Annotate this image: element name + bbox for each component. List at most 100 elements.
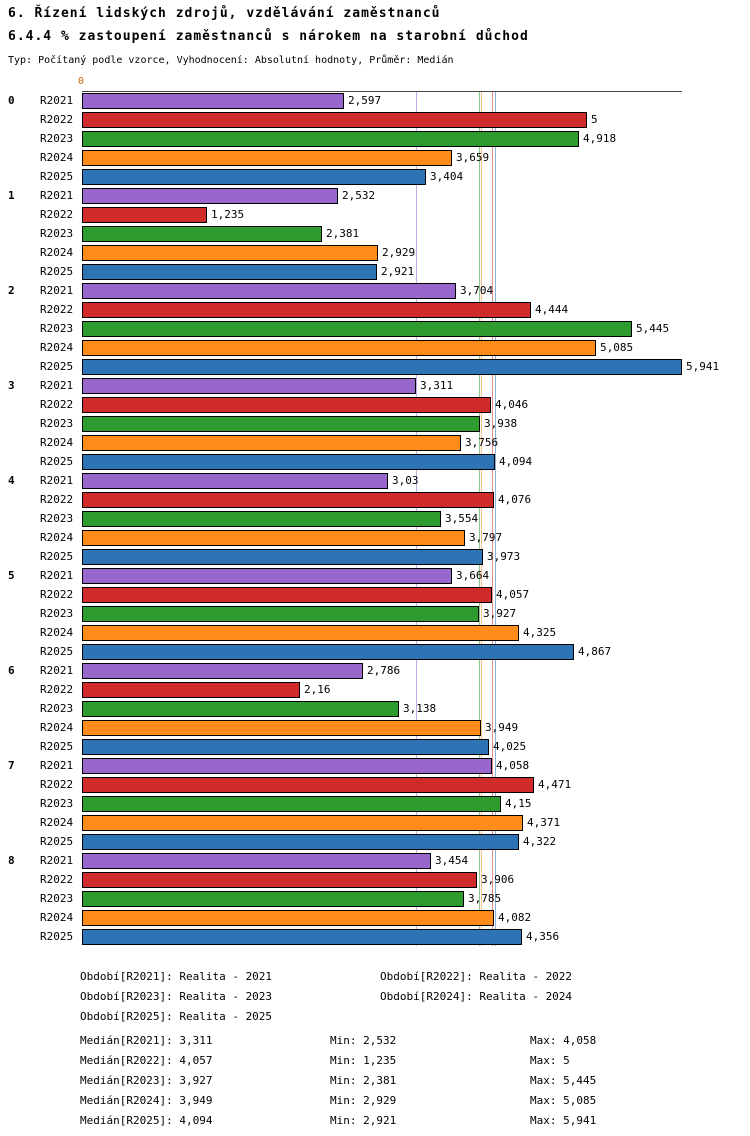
bar-row: R2025 2,921	[0, 262, 750, 281]
bar-r2025-group-6	[82, 738, 489, 755]
bar-r2024-group-1	[82, 244, 378, 261]
bar-value-label: 4,325	[523, 626, 557, 639]
bar-row: R2023 2,381	[0, 224, 750, 243]
bar-row: 4 R2021 3,03	[0, 471, 750, 490]
bar-value-label: 3,785	[468, 892, 502, 905]
bar-value-label: 3,03	[392, 474, 419, 487]
bar-value-label: 2,929	[382, 246, 416, 259]
bar-r2022-group-7	[82, 776, 534, 793]
bar-track: 4,356	[82, 927, 750, 946]
bar-track: 2,929	[82, 243, 750, 262]
bar-track: 4,058	[82, 756, 750, 775]
series-label: R2024	[40, 531, 74, 544]
bar-value-label: 5,445	[636, 322, 670, 335]
series-label: R2025	[40, 170, 74, 183]
legend: Období[R2021]: Realita - 2021 Období[R20…	[0, 968, 750, 1028]
bar-value-label: 4,094	[499, 455, 533, 468]
bar-value-label: 4,058	[496, 759, 530, 772]
bar-value-label: 4,082	[498, 911, 532, 924]
bar-track: 2,597	[82, 91, 750, 110]
series-label: R2021	[40, 474, 74, 487]
bar-r2021-group-8	[82, 852, 431, 869]
stat-max-r2022: Max: 5	[530, 1054, 570, 1067]
bar-value-label: 3,927	[483, 607, 517, 620]
bar-row: R2025 4,322	[0, 832, 750, 851]
bar-row: 7 R2021 4,058	[0, 756, 750, 775]
bar-track: 5,445	[82, 319, 750, 338]
bar-row: 2 R2021 3,704	[0, 281, 750, 300]
series-label: R2021	[40, 379, 74, 392]
bar-track: 3,938	[82, 414, 750, 433]
bar-track: 4,15	[82, 794, 750, 813]
bar-r2022-group-8	[82, 871, 477, 888]
stat-min-r2021: Min: 2,532	[330, 1034, 397, 1047]
bar-value-label: 2,786	[367, 664, 401, 677]
series-label: R2024	[40, 816, 74, 829]
series-label: R2022	[40, 493, 74, 506]
bar-track: 3,927	[82, 604, 750, 623]
report-header: 6. Řízení lidských zdrojů, vzdělávání za…	[0, 0, 750, 67]
bar-value-label: 3,949	[485, 721, 519, 734]
bar-row: R2025 5,941	[0, 357, 750, 376]
stats-summary: Medián[R2021]: 3,311 Min: 2,532 Max: 4,0…	[0, 1032, 750, 1132]
bar-value-label: 3,659	[456, 151, 490, 164]
bar-value-label: 4,867	[578, 645, 612, 658]
bar-value-label: 3,311	[420, 379, 454, 392]
series-label: R2021	[40, 854, 74, 867]
bar-track: 2,786	[82, 661, 750, 680]
category-label: 5	[8, 569, 15, 582]
median-line-r2023	[478, 91, 480, 946]
bar-row: R2025 4,867	[0, 642, 750, 661]
bar-track: 3,311	[82, 376, 750, 395]
x-axis-line	[82, 91, 682, 92]
bar-track: 4,322	[82, 832, 750, 851]
series-label: R2025	[40, 455, 74, 468]
series-label: R2022	[40, 208, 74, 221]
series-label: R2022	[40, 398, 74, 411]
stat-min-r2022: Min: 1,235	[330, 1054, 397, 1067]
bar-r2023-group-7	[82, 795, 501, 812]
series-label: R2024	[40, 151, 74, 164]
bar-group-3: 3 R2021 3,311 R2022 4,046 R2023 3,938 R2024 3,75…	[0, 376, 750, 471]
bar-row: R2025 4,025	[0, 737, 750, 756]
bar-r2025-group-4	[82, 548, 483, 565]
legend-row: Období[R2023]: Realita - 2023 Období[R20…	[0, 988, 750, 1008]
series-label: R2022	[40, 683, 74, 696]
stats-row: Medián[R2025]: 4,094 Min: 2,921 Max: 5,9…	[0, 1112, 750, 1132]
stat-max-r2023: Max: 5,445	[530, 1074, 597, 1087]
legend-item-r2025: Období[R2025]: Realita - 2025	[80, 1010, 273, 1023]
bar-track: 5,941	[82, 357, 750, 376]
series-label: R2025	[40, 645, 74, 658]
bar-track: 4,867	[82, 642, 750, 661]
series-label: R2024	[40, 246, 74, 259]
stat-min-r2023: Min: 2,381	[330, 1074, 397, 1087]
series-label: R2022	[40, 778, 74, 791]
stat-max-r2021: Max: 4,058	[530, 1034, 597, 1047]
bar-value-label: 3,664	[456, 569, 490, 582]
bar-track: 3,973	[82, 547, 750, 566]
bar-track: 2,381	[82, 224, 750, 243]
bar-value-label: 3,756	[465, 436, 499, 449]
series-label: R2023	[40, 322, 74, 335]
bar-r2025-group-7	[82, 833, 519, 850]
bar-value-label: 4,918	[583, 132, 617, 145]
stats-row: Medián[R2022]: 4,057 Min: 1,235 Max: 5	[0, 1052, 750, 1072]
bar-value-label: 2,921	[381, 265, 415, 278]
bar-group-6: 6 R2021 2,786 R2022 2,16 R2023 3,138 R2024 3,949…	[0, 661, 750, 756]
bar-row: R2024 2,929	[0, 243, 750, 262]
bar-r2022-group-6	[82, 681, 300, 698]
category-label: 6	[8, 664, 15, 677]
bar-value-label: 3,138	[403, 702, 437, 715]
bar-track: 3,138	[82, 699, 750, 718]
bar-r2021-group-4	[82, 472, 388, 489]
median-line-r2022	[491, 91, 493, 946]
bar-r2021-group-2	[82, 282, 456, 299]
bar-row: 0 R2021 2,597	[0, 91, 750, 110]
bar-value-label: 3,906	[481, 873, 515, 886]
series-label: R2025	[40, 740, 74, 753]
series-label: R2022	[40, 873, 74, 886]
bar-row: R2023 3,138	[0, 699, 750, 718]
stat-min-r2024: Min: 2,929	[330, 1094, 397, 1107]
series-label: R2021	[40, 759, 74, 772]
bar-r2025-group-0	[82, 168, 426, 185]
